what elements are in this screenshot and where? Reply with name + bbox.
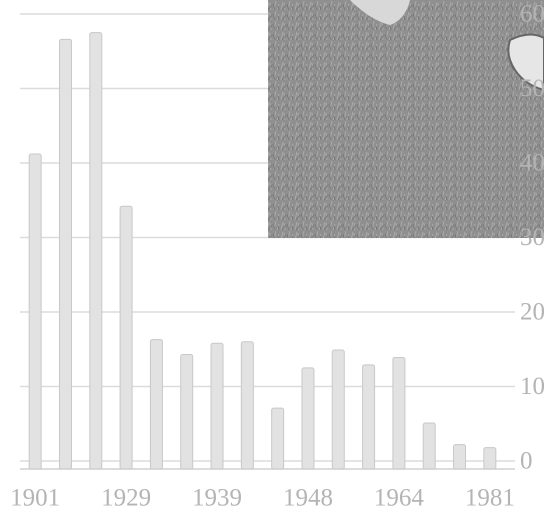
bar [240, 341, 254, 470]
bar [362, 364, 376, 470]
plot-area: 1901 1929 1939 1948 1964 1981 [10, 13, 515, 512]
y-tick-label: 60 [520, 1, 544, 28]
photo-tint [268, 0, 544, 238]
bar [180, 353, 194, 470]
bar [149, 339, 163, 470]
x-tick-label: 1948 [283, 485, 333, 512]
bar [301, 367, 315, 470]
bar [483, 447, 497, 470]
bar [89, 32, 103, 470]
y-tick-label: 20 [520, 299, 544, 326]
y-tick-label: 0 [520, 448, 533, 475]
bar [28, 153, 42, 470]
x-tick-label: 1901 [10, 485, 60, 512]
grass-photo [268, 0, 544, 238]
y-tick-label: 30 [520, 224, 544, 251]
y-tick-label: 50 [520, 75, 544, 102]
x-tick-label: 1929 [101, 485, 151, 512]
x-tick-label: 1981 [465, 485, 515, 512]
photo-object [350, 0, 410, 25]
photo-overlay [268, 0, 544, 238]
bar [119, 205, 133, 470]
x-tick-label: 1964 [374, 485, 425, 512]
y-tick-label: 40 [520, 150, 544, 177]
bar [422, 422, 436, 470]
photo-object [507, 33, 544, 92]
bar [453, 444, 467, 470]
bar [331, 349, 345, 470]
x-tick-label: 1939 [192, 485, 242, 512]
bar [210, 342, 224, 470]
bar [392, 356, 406, 470]
bar [271, 407, 285, 470]
bar [58, 38, 72, 470]
y-tick-label: 10 [520, 373, 544, 400]
